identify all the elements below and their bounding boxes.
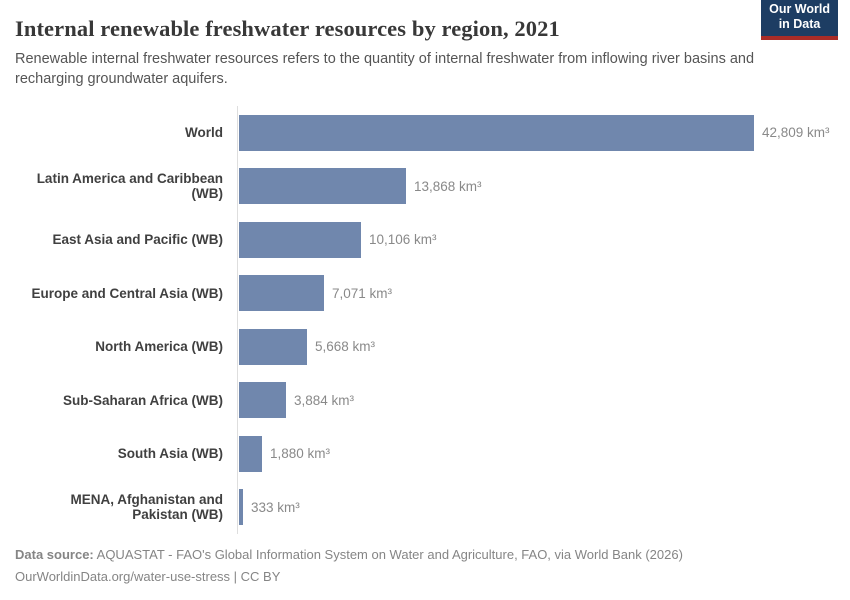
category-label: MENA, Afghanistan and Pakistan (WB) (70, 491, 223, 523)
bar[interactable] (239, 382, 286, 419)
bar-row: MENA, Afghanistan and Pakistan (WB) 333 … (15, 481, 835, 535)
bar[interactable] (239, 435, 262, 472)
value-label: 13,868 km³ (414, 178, 482, 194)
value-label: 1,880 km³ (270, 446, 331, 462)
bar[interactable] (239, 275, 324, 312)
bar-zone: 42,809 km³ (229, 114, 835, 151)
category-label: Europe and Central Asia (WB) (31, 285, 223, 301)
chart-subtitle: Renewable internal freshwater resources … (15, 51, 755, 87)
bar-zone: 7,071 km³ (229, 275, 835, 312)
bar-row: North America (WB) 5,668 km³ (15, 320, 835, 374)
chart-url-link[interactable]: OurWorldinData.org/water-use-stress (15, 568, 231, 584)
bar-chart: World 42,809 km³ Latin America and Carib… (15, 106, 835, 535)
bar[interactable] (239, 489, 243, 526)
bar-zone: 13,868 km³ (229, 168, 835, 205)
y-axis-line (237, 106, 238, 535)
bar-row: Europe and Central Asia (WB) 7,071 km³ (15, 267, 835, 321)
category-label: Latin America and Caribbean (WB) (36, 170, 223, 202)
chart-footer: Data source: AQUASTAT - FAO's Global Inf… (15, 544, 835, 588)
data-source-text: AQUASTAT - FAO's Global Information Syst… (93, 546, 683, 562)
license-text: CC BY (240, 568, 281, 584)
category-label: East Asia and Pacific (WB) (52, 232, 223, 248)
bar-row: World 42,809 km³ (15, 106, 835, 160)
owid-logo-line1: Our World (769, 2, 830, 16)
bar-row: South Asia (WB) 1,880 km³ (15, 427, 835, 481)
value-label: 5,668 km³ (315, 339, 376, 355)
bar[interactable] (239, 168, 406, 205)
chart-header: Internal renewable freshwater resources … (15, 0, 838, 89)
bar[interactable] (239, 221, 361, 258)
value-label: 333 km³ (251, 499, 300, 515)
bar-zone: 333 km³ (229, 489, 835, 526)
bar-zone: 1,880 km³ (229, 435, 835, 472)
category-label: North America (WB) (95, 339, 223, 355)
bar[interactable] (239, 114, 754, 151)
value-label: 42,809 km³ (762, 125, 830, 141)
license-separator: | (230, 568, 241, 584)
bar-rows: World 42,809 km³ Latin America and Carib… (15, 106, 835, 534)
category-label: South Asia (WB) (117, 446, 223, 462)
page-title: Internal renewable freshwater resources … (15, 16, 560, 41)
bar-zone: 3,884 km³ (229, 382, 835, 419)
bar-row: Latin America and Caribbean (WB) 13,868 … (15, 160, 835, 214)
bar-row: Sub-Saharan Africa (WB) 3,884 km³ (15, 374, 835, 428)
category-label: World (185, 125, 223, 141)
value-label: 3,884 km³ (294, 392, 355, 408)
bar[interactable] (239, 328, 307, 365)
data-source-label: Data source: (15, 546, 94, 562)
bar-zone: 10,106 km³ (229, 221, 835, 258)
value-label: 10,106 km³ (369, 232, 437, 248)
category-label: Sub-Saharan Africa (WB) (62, 392, 223, 408)
owid-logo-line2: in Data (778, 17, 821, 31)
owid-logo[interactable]: Our World in Data (761, 0, 838, 40)
data-source-line: Data source: AQUASTAT - FAO's Global Inf… (15, 544, 835, 566)
bar-row: East Asia and Pacific (WB) 10,106 km³ (15, 213, 835, 267)
value-label: 7,071 km³ (332, 285, 393, 301)
license-line: OurWorldinData.org/water-use-stress | CC… (15, 566, 835, 588)
bar-zone: 5,668 km³ (229, 328, 835, 365)
